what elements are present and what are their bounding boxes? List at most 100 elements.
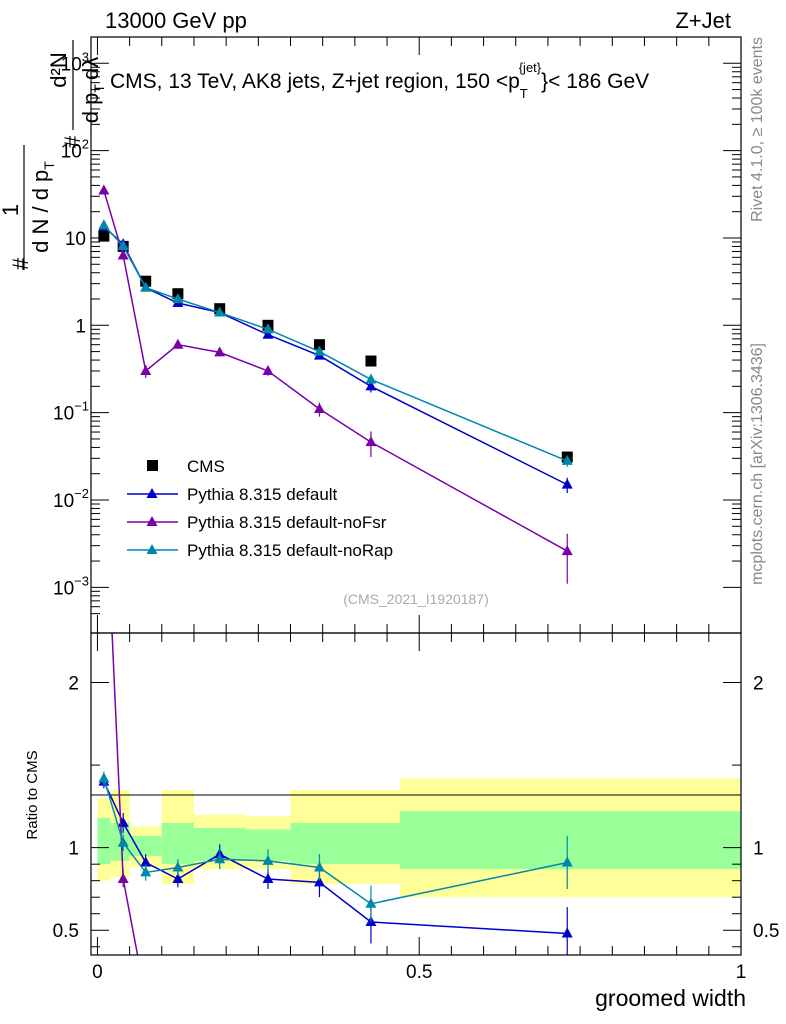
pythia-8-315-default-norap-point bbox=[117, 239, 129, 250]
ylabel-den-2c: dλ bbox=[78, 57, 103, 80]
band-inner bbox=[97, 817, 111, 865]
ytick-exponent: −3 bbox=[74, 573, 89, 588]
pythia-8-315-default-nofsr-point bbox=[98, 184, 110, 195]
title-sub: T bbox=[520, 86, 528, 101]
ratio-ytick-label: 2 bbox=[68, 674, 79, 695]
band-inner bbox=[161, 822, 194, 865]
ytick-exponent: −2 bbox=[74, 486, 89, 501]
ytick-mantissa: 10 bbox=[53, 404, 74, 425]
title-main: CMS, 13 TeV, AK8 jets, Z+jet region, 150… bbox=[110, 70, 520, 93]
xtick-label: 1 bbox=[736, 962, 747, 983]
ytick-mantissa: 10 bbox=[53, 578, 74, 599]
ytick-mantissa: 10 bbox=[53, 491, 74, 512]
legend-label-default: Pythia 8.315 default bbox=[187, 485, 338, 504]
ratio-pythia-8-315-default-norap-point bbox=[313, 861, 325, 872]
title-end: }< 186 GeV bbox=[541, 70, 649, 93]
ylabel-num-1: 1 bbox=[0, 204, 23, 216]
xtick-label: 0.5 bbox=[406, 962, 432, 983]
legend-marker-nofsr bbox=[146, 516, 158, 526]
pythia-8-315-default-point bbox=[262, 328, 274, 339]
pythia-8-315-default-nofsr-point bbox=[140, 364, 152, 375]
ratio-y-label: Ratio to CMS bbox=[24, 750, 41, 839]
ytick-mantissa: 10 bbox=[61, 142, 82, 163]
main-x-ticks bbox=[96, 37, 742, 633]
legend-label-norap: Pythia 8.315 default-noRap bbox=[187, 541, 393, 560]
ratio-ytick-label-right: 2 bbox=[753, 674, 764, 695]
pythia-8-315-default-norap-point bbox=[262, 323, 274, 334]
ratio-frame bbox=[90, 632, 742, 956]
ratio-series-clip bbox=[98, 445, 573, 1004]
ratio-pythia-8-315-default-nofsr-point bbox=[562, 994, 573, 1004]
ratio-pythia-8-315-default-norap-point bbox=[214, 853, 226, 864]
analysis-watermark: (CMS_2021_I1920187) bbox=[343, 591, 489, 607]
pythia-8-315-default-norap-point bbox=[140, 281, 152, 292]
ratio-y-ticks: 0.5 0.5 1 1 2 2 bbox=[53, 674, 779, 948]
legend-label-nofsr: Pythia 8.315 default-noFsr bbox=[187, 513, 387, 532]
pythia-8-315-default-nofsr-point bbox=[561, 545, 573, 556]
ratio-panel: 0.5 0.5 1 1 2 2 0 0.5 1 Ratio to CMS groomed wi… bbox=[24, 445, 779, 1011]
ratio-pythia-8-315-default-point bbox=[140, 856, 152, 867]
cms-point bbox=[313, 339, 325, 351]
pythia-8-315-default-nofsr-point bbox=[117, 249, 129, 260]
ylabel-den-2: d pTdλ bbox=[78, 57, 107, 123]
ratio-ytick-label-right: 1 bbox=[753, 839, 764, 860]
pythia-8-315-default-nofsr-point bbox=[313, 403, 325, 414]
ratio-pythia-8-315-default-norap-point bbox=[140, 866, 152, 877]
ratio-pythia-8-315-default-nofsr-point bbox=[98, 445, 109, 455]
cms-point bbox=[140, 275, 152, 287]
ylabel-num-2: d²N bbox=[46, 52, 71, 87]
mcplots-label: mcplots.cern.ch [arXiv:1306.3436] bbox=[749, 343, 766, 585]
legend-marker-default bbox=[146, 488, 158, 498]
main-ytick-label: 10−1 bbox=[53, 399, 89, 425]
ratio-bands bbox=[97, 778, 741, 898]
ylabel-den-1b: T bbox=[41, 161, 57, 170]
ylabel-hash-2: # bbox=[60, 135, 85, 148]
pythia-8-315-default-norap-point bbox=[561, 454, 573, 465]
pythia-8-315-default-point bbox=[365, 380, 377, 391]
x-axis-label: groomed width bbox=[595, 985, 746, 1011]
ratio-pythia-8-315-default-nofsr-point bbox=[172, 964, 183, 974]
ytick-exponent: −1 bbox=[74, 399, 89, 414]
pythia-8-315-default-norap-point bbox=[172, 293, 184, 304]
ratio-pythia-8-315-default-point bbox=[561, 927, 573, 938]
ytick-exponent: 3 bbox=[82, 49, 89, 64]
pythia-8-315-default-norap-point bbox=[365, 373, 377, 384]
band-inner bbox=[290, 822, 400, 865]
ylabel-den-1: d N / d pT bbox=[28, 161, 57, 253]
main-series bbox=[98, 184, 573, 584]
ratio-pythia-8-315-default-nofsr-point bbox=[314, 977, 325, 987]
cms-point bbox=[98, 230, 110, 242]
ratio-pythia-8-315-default-norap-point bbox=[172, 861, 184, 872]
legend: CMS Pythia 8.315 default Pythia 8.315 de… bbox=[127, 457, 393, 560]
title-sup: {jet} bbox=[519, 60, 542, 75]
ratio-pythia-8-315-default-norap-point bbox=[561, 856, 573, 867]
ratio-pythia-8-315-default-nofsr-point bbox=[117, 873, 129, 884]
band-inner bbox=[399, 811, 741, 870]
chart-title: CMS, 13 TeV, AK8 jets, Z+jet region, 150… bbox=[110, 60, 649, 101]
header-right: Z+Jet bbox=[675, 8, 731, 33]
ratio-pythia-8-315-default-point bbox=[313, 876, 325, 887]
xtick-label: 0 bbox=[92, 962, 103, 983]
pythia-8-315-default-nofsr-point bbox=[172, 338, 184, 349]
header-left: 13000 GeV pp bbox=[105, 8, 247, 33]
ratio-series bbox=[98, 445, 573, 1004]
ratio-pythia-8-315-default-norap-point bbox=[262, 854, 274, 865]
ratio-pythia-8-315-default-norap-point bbox=[117, 836, 129, 847]
main-ytick-label: 1 bbox=[75, 316, 86, 337]
legend-marker-norap bbox=[146, 544, 158, 554]
ratio-pythia-8-315-default-point bbox=[172, 873, 184, 884]
band-inner bbox=[110, 822, 130, 861]
main-ytick-label: 103 bbox=[61, 49, 89, 75]
ratio-pythia-8-315-default-nofsr-point bbox=[262, 957, 273, 967]
ratio-pythia-8-315-default-nofsr-line bbox=[111, 633, 139, 955]
pythia-8-315-default-nofsr-point bbox=[214, 346, 226, 357]
pythia-8-315-default-line bbox=[103, 226, 568, 486]
pythia-8-315-default-nofsr-point bbox=[262, 364, 274, 375]
main-ytick-label: 10−2 bbox=[53, 486, 89, 512]
ratio-ytick-label-right: 0.5 bbox=[753, 921, 779, 942]
ratio-x-ticks: 0 0.5 1 bbox=[92, 633, 746, 983]
ratio-pythia-8-315-default-norap-point bbox=[365, 897, 377, 908]
